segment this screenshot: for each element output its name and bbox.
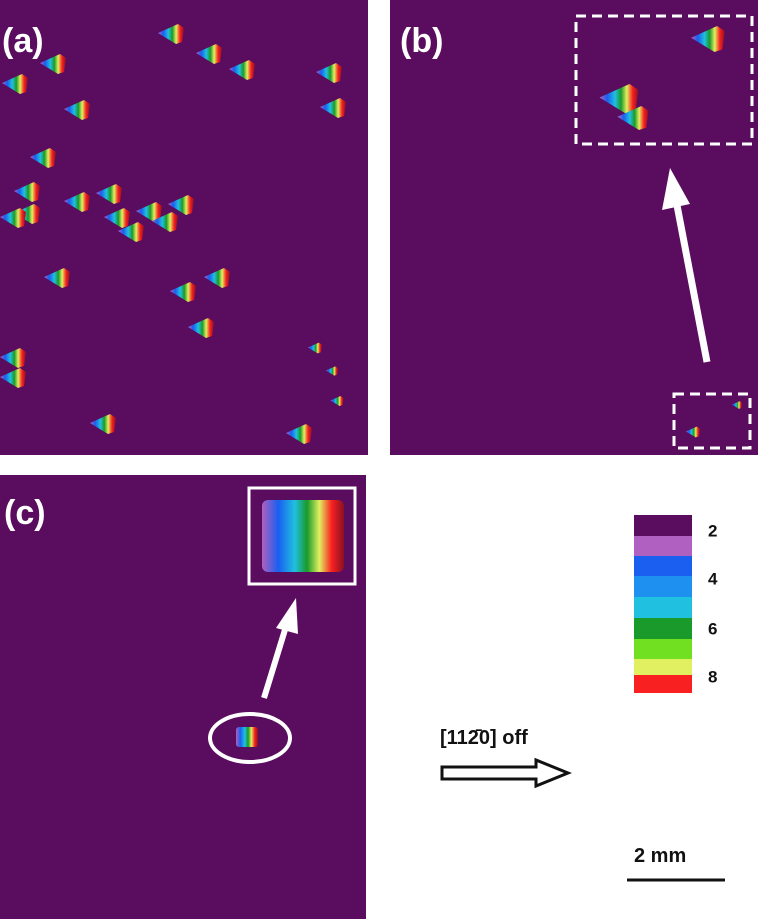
- colorbar-label: 8: [708, 667, 717, 686]
- direction-arrow: [442, 760, 568, 786]
- direction-label: [112̄0] off: [440, 727, 528, 749]
- colorbar-label: 6: [708, 619, 717, 638]
- panel-label: (b): [400, 22, 443, 60]
- panel-b: [390, 0, 758, 455]
- scale-label: 2 mm: [634, 845, 686, 867]
- colorbar-label: 4: [708, 569, 718, 588]
- figure: (a) (b) (c) 2 4 6 8 [112̄0] off 2 mm: [0, 0, 758, 919]
- domain: [236, 727, 258, 747]
- colorbar: [634, 515, 692, 693]
- inset-domain: [262, 500, 344, 572]
- panel-label: (c): [4, 494, 46, 532]
- panel-label: (a): [2, 22, 44, 60]
- colorbar-label: 2: [708, 521, 717, 540]
